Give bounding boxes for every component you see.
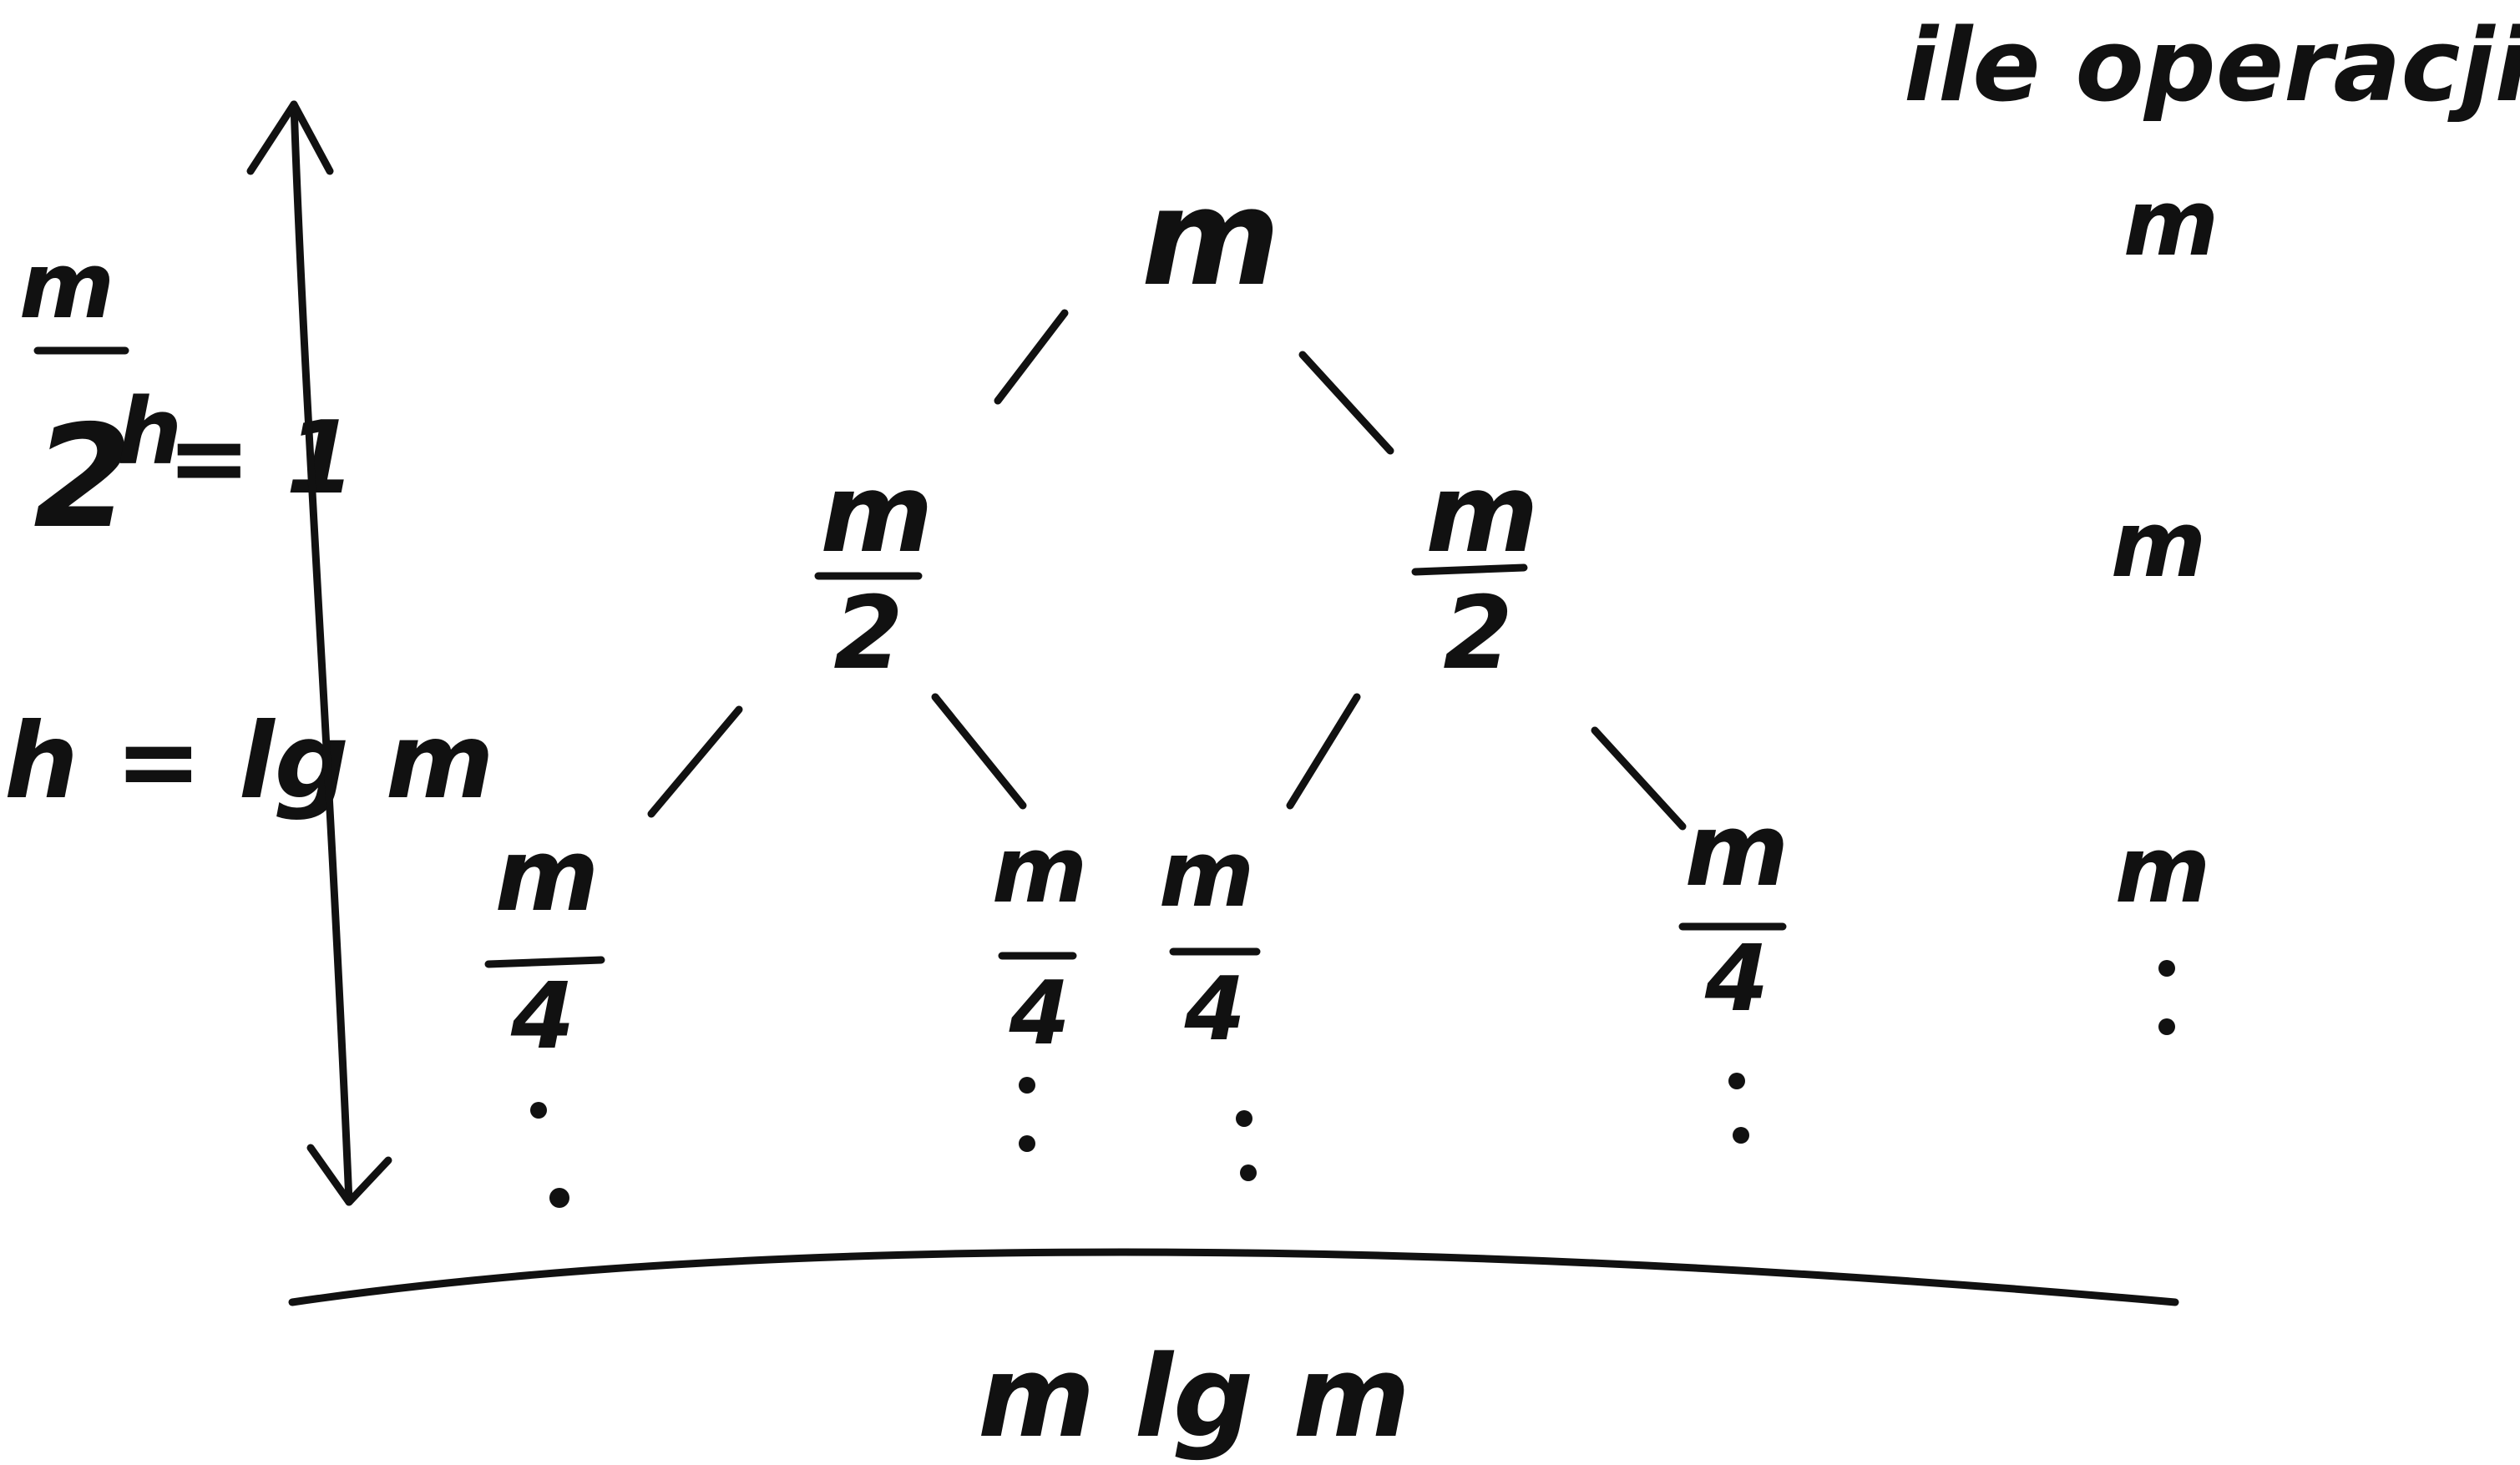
tree-node-l2-1: m 4: [484, 818, 605, 1069]
svg-text:m: m: [1684, 793, 1789, 909]
tree-edges-level2: [647, 693, 1687, 831]
tree-node-l1-right: m 2: [1411, 450, 1539, 692]
tree-edges-level1: [994, 309, 1394, 455]
svg-text:2: 2: [1443, 576, 1513, 692]
svg-text:m: m: [992, 816, 1088, 923]
svg-text:m: m: [1159, 821, 1255, 927]
sum-line: [288, 1248, 2179, 1306]
operations-column: m m m: [2111, 169, 2219, 1035]
tree-node-l2-2: m 4: [992, 816, 1088, 1064]
equals-one: = 1: [167, 401, 356, 517]
operations-level-0: m: [2123, 169, 2219, 276]
fraction-denominator: 2: [33, 395, 132, 560]
svg-text:m: m: [1425, 450, 1538, 577]
svg-text:2: 2: [833, 576, 903, 692]
continuation-dots: [530, 1073, 1749, 1208]
fraction-numerator: m: [19, 232, 115, 339]
operations-level-2: m: [2115, 816, 2211, 923]
height-arrow: [246, 100, 392, 1206]
tree-root: m: [1141, 159, 1281, 316]
svg-text:4: 4: [1183, 958, 1245, 1060]
height-result: h = lg m: [4, 701, 494, 822]
exponent-h: h: [117, 378, 182, 485]
operations-header: ile operacji: [1904, 8, 2520, 124]
total-operations: m lg m: [978, 1331, 1410, 1462]
svg-text:m: m: [494, 818, 599, 934]
operations-level-1: m: [2111, 491, 2207, 598]
svg-text:4: 4: [1008, 962, 1070, 1064]
height-equation: m 2 h = 1: [19, 232, 356, 560]
tree-node-l1-left: m 2: [814, 450, 934, 692]
svg-text:4: 4: [510, 962, 575, 1069]
tree-node-l2-3: m 4: [1159, 821, 1261, 1060]
svg-text:m: m: [820, 450, 933, 577]
tree-node-l2-4: m 4: [1678, 793, 1789, 1032]
svg-text:4: 4: [1704, 925, 1769, 1032]
